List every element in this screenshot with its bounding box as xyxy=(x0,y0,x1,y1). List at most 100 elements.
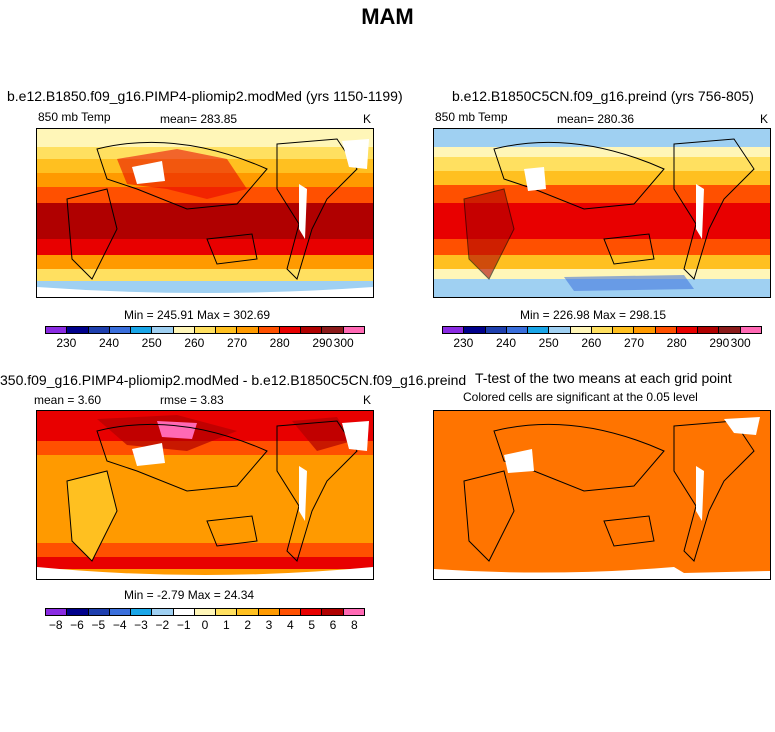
panel2-map-field xyxy=(434,129,770,297)
colorbar-swatch xyxy=(258,609,280,615)
panel3-title: 350.f09_g16.PIMP4-pliomip2.modMed - b.e1… xyxy=(0,372,467,388)
panel3-map-field xyxy=(37,411,373,579)
colorbar-tick-label: 290 xyxy=(312,336,333,350)
panel1-title: b.e12.B1850.f09_g16.PIMP4-pliomip2.modMe… xyxy=(7,88,403,104)
panel1-units: K xyxy=(363,112,372,126)
panel3-colorbar-ticks: −8 −6 −5 −4 −3 −2 −1 0 1 2 3 4 5 6 8 xyxy=(45,618,365,634)
colorbar-swatch xyxy=(443,327,465,333)
colorbar-swatch xyxy=(719,327,741,333)
colorbar-swatch xyxy=(698,327,720,333)
panel1-map xyxy=(36,128,374,298)
colorbar-swatch xyxy=(109,609,132,615)
colorbar-swatch xyxy=(237,609,259,615)
colorbar-swatch xyxy=(173,609,195,615)
colorbar-tick-label: 4 xyxy=(286,618,294,632)
colorbar-swatch xyxy=(46,327,68,333)
colorbar-tick-label: 280 xyxy=(666,336,687,350)
panel3-rmse-label: rmse = 3.83 xyxy=(160,393,224,407)
colorbar-swatch xyxy=(216,327,238,333)
panel3-mean-label: mean = 3.60 xyxy=(34,393,102,407)
panel2-colorbar xyxy=(442,326,762,334)
colorbar-tick-label: 1 xyxy=(222,618,230,632)
colorbar-tick-label: 270 xyxy=(226,336,248,350)
colorbar-tick-label: 230 xyxy=(56,336,77,350)
colorbar-swatch xyxy=(301,327,323,333)
panel3-colorbar xyxy=(45,608,365,616)
colorbar-swatch xyxy=(301,609,323,615)
figure-title: MAM xyxy=(361,4,414,29)
panel1-map-field xyxy=(37,129,373,297)
colorbar-tick-label: 300 xyxy=(730,336,751,350)
colorbar-swatch xyxy=(152,327,174,333)
colorbar-tick-label: 0 xyxy=(201,618,209,632)
colorbar-swatch xyxy=(549,327,571,333)
colorbar-swatch xyxy=(655,327,677,333)
panel1-colorbar-ticks: 230 240 250 260 270 280 290 300 xyxy=(45,336,365,352)
panel3-minmax: Min = -2.79 Max = 24.34 xyxy=(124,588,255,602)
colorbar-tick-label: 250 xyxy=(538,336,559,350)
panel1-colorbar xyxy=(45,326,365,334)
colorbar-swatch xyxy=(88,609,110,615)
panel2-map xyxy=(433,128,771,298)
colorbar-swatch xyxy=(67,609,89,615)
colorbar-swatch xyxy=(237,327,259,333)
panel1-left-label: 850 mb Temp xyxy=(38,110,111,124)
colorbar-swatch xyxy=(591,327,614,333)
colorbar-swatch xyxy=(279,609,302,615)
colorbar-tick-label: 5 xyxy=(308,618,315,632)
colorbar-swatch xyxy=(322,327,344,333)
colorbar-tick-label: −1 xyxy=(176,618,191,632)
colorbar-swatch xyxy=(506,327,529,333)
colorbar-swatch xyxy=(676,327,699,333)
panel1-mean-label: mean= 283.85 xyxy=(160,112,238,126)
colorbar-tick-label: 240 xyxy=(495,336,517,350)
colorbar-tick-label: 260 xyxy=(184,336,205,350)
colorbar-swatch xyxy=(464,327,486,333)
colorbar-swatch xyxy=(88,327,110,333)
colorbar-tick-label: 270 xyxy=(623,336,645,350)
colorbar-tick-label: −6 xyxy=(70,618,84,632)
colorbar-swatch xyxy=(343,609,364,615)
colorbar-swatch xyxy=(613,327,635,333)
panel4-subtitle: Colored cells are significant at the 0.0… xyxy=(463,390,698,404)
panel4-map-field xyxy=(434,411,770,579)
panel4-map xyxy=(433,410,771,580)
colorbar-swatch xyxy=(131,327,153,333)
colorbar-tick-label: −4 xyxy=(112,618,127,632)
colorbar-tick-label: 280 xyxy=(269,336,290,350)
panel2-title: b.e12.B1850C5CN.f09_g16.preind (yrs 756-… xyxy=(452,88,754,104)
colorbar-swatch xyxy=(485,327,507,333)
colorbar-swatch xyxy=(528,327,550,333)
panel2-minmax: Min = 226.98 Max = 298.15 xyxy=(520,308,667,322)
colorbar-tick-label: −5 xyxy=(91,618,106,632)
panel1-minmax: Min = 245.91 Max = 302.69 xyxy=(124,308,271,322)
colorbar-tick-label: −8 xyxy=(48,618,63,632)
panel3-map xyxy=(36,410,374,580)
colorbar-tick-label: −2 xyxy=(155,618,170,632)
colorbar-tick-label: 2 xyxy=(244,618,251,632)
colorbar-swatch xyxy=(258,327,280,333)
panel3-units: K xyxy=(363,393,372,407)
colorbar-swatch xyxy=(570,327,592,333)
colorbar-tick-label: 6 xyxy=(329,618,337,632)
colorbar-tick-label: 240 xyxy=(98,336,120,350)
colorbar-tick-label: 250 xyxy=(141,336,162,350)
colorbar-swatch xyxy=(216,609,238,615)
colorbar-swatch xyxy=(109,327,132,333)
colorbar-swatch xyxy=(279,327,302,333)
panel2-mean-label: mean= 280.36 xyxy=(557,112,635,126)
colorbar-swatch xyxy=(46,609,68,615)
panel2-left-label: 850 mb Temp xyxy=(435,110,508,124)
colorbar-tick-label: 3 xyxy=(265,618,273,632)
colorbar-tick-label: 8 xyxy=(350,618,358,632)
colorbar-swatch xyxy=(634,327,656,333)
colorbar-swatch xyxy=(67,327,89,333)
colorbar-swatch xyxy=(152,609,174,615)
colorbar-swatch xyxy=(194,327,217,333)
colorbar-swatch xyxy=(173,327,195,333)
colorbar-tick-label: 260 xyxy=(581,336,602,350)
colorbar-swatch xyxy=(194,609,217,615)
colorbar-swatch xyxy=(740,327,761,333)
colorbar-tick-label: −3 xyxy=(134,618,148,632)
colorbar-swatch xyxy=(131,609,153,615)
